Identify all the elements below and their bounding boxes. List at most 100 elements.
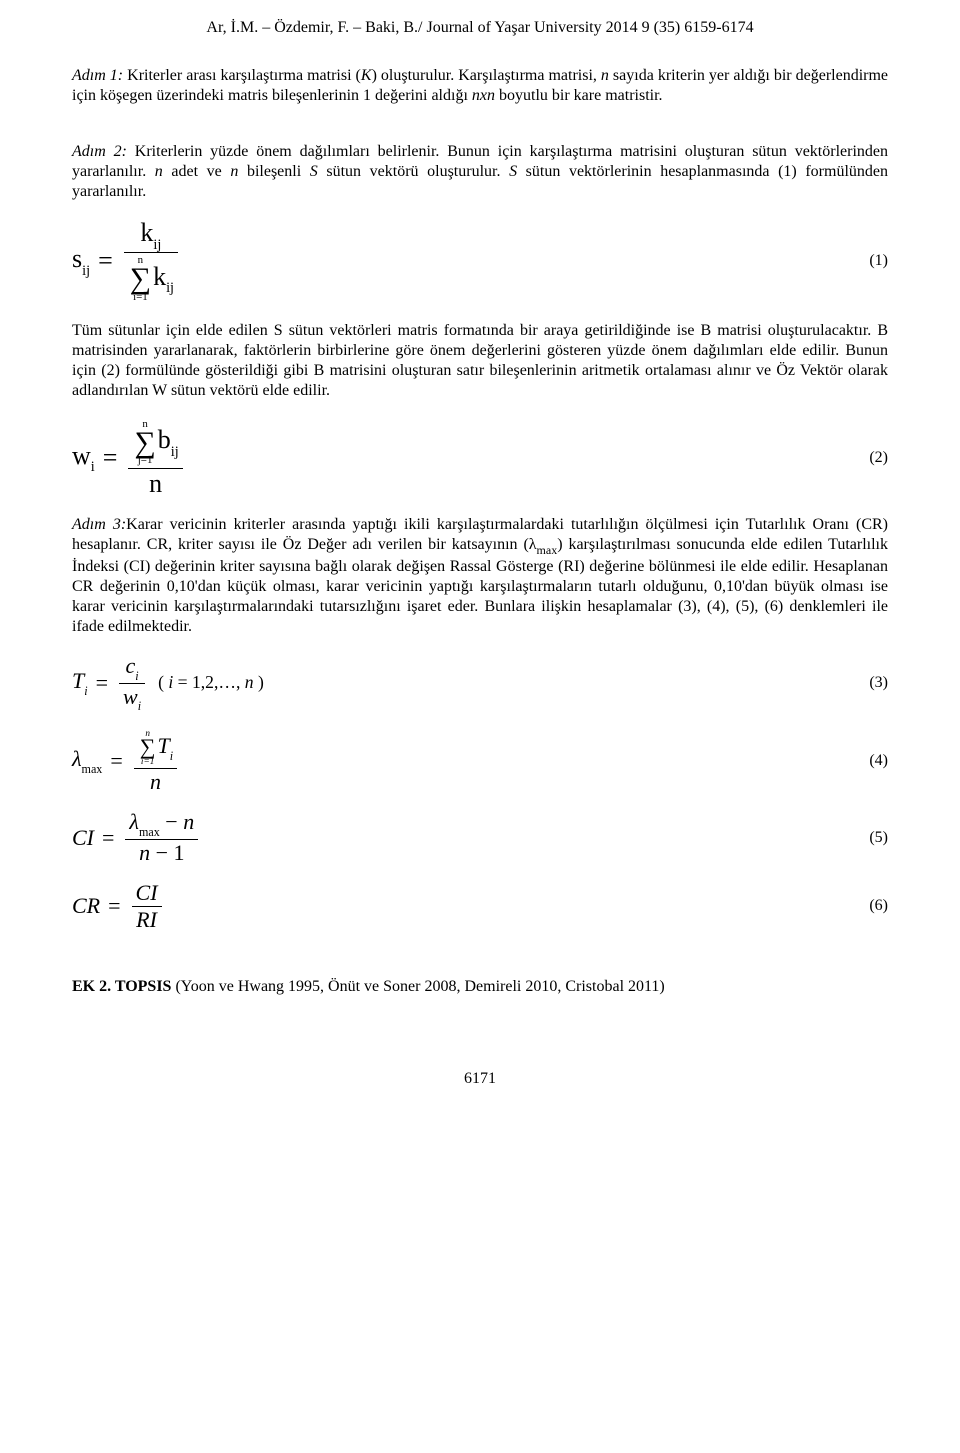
equation-6-row: CR = CI RI (6)	[72, 882, 888, 931]
eq5-num: λmax − n	[125, 811, 198, 836]
eq3-den-sub: i	[138, 699, 141, 713]
equation-1-row: sij = kij n ∑ i=1 kij (1)	[72, 220, 888, 303]
eq5-nb: −	[160, 809, 183, 834]
eq1-den-k: kij	[153, 264, 174, 294]
equation-5-number: (5)	[869, 828, 888, 848]
step1-label: Adım 1:	[72, 67, 123, 84]
eq2-lhs-sub: i	[91, 459, 95, 475]
eq4-frac: n ∑ i=1 Ti n	[134, 729, 177, 793]
eq1-sigma: n ∑ i=1	[130, 255, 151, 302]
eq6-frac: CI RI	[132, 882, 162, 931]
eq1-num-sub: ij	[153, 237, 161, 253]
p2-t2: adet ve	[163, 163, 231, 180]
ek-bold: EK 2. TOPSIS	[72, 978, 175, 995]
eq3-frac: ci wi	[119, 655, 145, 711]
eq2-lhs-base: w	[72, 441, 91, 470]
p2-S2: S	[509, 163, 517, 180]
paragraph-step2: Adım 2: Kriterlerin yüzde önem dağılımla…	[72, 142, 888, 202]
eq4-lhs: λmax	[72, 748, 102, 773]
equation-2-number: (2)	[869, 448, 888, 468]
eq4-sum-bot: i=1	[141, 757, 154, 766]
equation-1: sij = kij n ∑ i=1 kij	[72, 220, 181, 303]
eq2-num-b: bij	[158, 427, 179, 457]
eq1-lhs: sij	[72, 246, 90, 276]
eq2-eq: =	[103, 445, 118, 471]
p2-n1: n	[155, 163, 163, 180]
p2-t3: bileşenli	[238, 163, 309, 180]
sigma-icon: ∑	[130, 266, 151, 291]
eq5-nc: n	[183, 809, 194, 834]
equation-3-number: (3)	[869, 673, 888, 693]
eq4-den: n	[146, 771, 165, 793]
eq3-lhs-sub: i	[84, 684, 87, 698]
eq1-num-base: k	[140, 218, 153, 247]
eq5-lhs: CI	[72, 827, 94, 849]
p1-t1: Kriterler arası karşılaştırma matrisi (	[123, 67, 361, 84]
p1-t2: ) oluşturulur. Karşılaştırma matrisi,	[372, 67, 601, 84]
eq4-lhs-sub: max	[82, 762, 103, 776]
step3-label: Adım 3:	[72, 516, 126, 533]
eq3-eq: =	[96, 672, 108, 694]
eq3-tc: = 1,2,…,	[173, 672, 245, 692]
p4-max: max	[537, 543, 558, 557]
eq2-sum-bot: j=1	[138, 455, 153, 466]
equation-4-number: (4)	[869, 751, 888, 771]
equation-2-row: wi = n ∑ j=1 bij n (2)	[72, 419, 888, 497]
eq1-bar	[124, 252, 178, 253]
equation-2: wi = n ∑ j=1 bij n	[72, 419, 186, 497]
equation-1-number: (1)	[869, 251, 888, 271]
eq2-sigma: n ∑ j=1	[134, 419, 155, 466]
p1-t4: boyutlu bir kare matristir.	[495, 87, 663, 104]
p1-K: K	[361, 67, 372, 84]
eq5-frac: λmax − n n − 1	[125, 811, 198, 863]
eq3-tail: ( i = 1,2,…, n )	[158, 674, 264, 692]
sigma-icon: ∑	[140, 738, 156, 757]
spacer	[72, 120, 888, 142]
eq2-lhs: wi	[72, 443, 95, 473]
p2-S1: S	[310, 163, 318, 180]
eq4-lhs-base: λ	[72, 746, 82, 771]
eq3-ta: (	[158, 672, 168, 692]
eq3-num-sub: i	[135, 669, 138, 683]
eq6-num: CI	[132, 882, 162, 904]
eq4-num: n ∑ i=1 Ti	[134, 729, 177, 766]
eq1-sum-bot: i=1	[133, 292, 148, 303]
eq5-na: λ	[129, 809, 139, 834]
eq1-den-sub: ij	[166, 280, 174, 296]
paragraph-step1: Adım 1: Kriterler arası karşılaştırma ma…	[72, 66, 888, 106]
p1-nxn: nxn	[472, 87, 495, 104]
eq2-frac: n ∑ j=1 bij n	[128, 419, 182, 497]
eq3-td: n	[245, 672, 254, 692]
appendix-heading: EK 2. TOPSIS (Yoon ve Hwang 1995, Önüt v…	[72, 977, 888, 997]
eq4-num-base: T	[157, 733, 169, 758]
paragraph-after-eq1: Tüm sütunlar için elde edilen S sütun ve…	[72, 321, 888, 401]
equation-6: CR = CI RI	[72, 882, 165, 931]
equation-5-row: CI = λmax − n n − 1 (5)	[72, 811, 888, 863]
eq4-num-sub: i	[170, 749, 173, 763]
eq2-num-base: b	[158, 425, 171, 454]
eq6-eq: =	[108, 895, 120, 917]
eq3-den: wi	[119, 686, 145, 711]
equation-6-number: (6)	[869, 896, 888, 916]
eq3-den-base: w	[123, 684, 138, 709]
eq1-lhs-sub: ij	[82, 263, 90, 279]
eq2-num: n ∑ j=1 bij	[128, 419, 182, 466]
eq5-db: − 1	[150, 840, 184, 865]
eq5-nas: max	[139, 825, 160, 839]
step2-label: Adım 2:	[72, 143, 127, 160]
eq3-num: ci	[122, 655, 143, 680]
eq1-eq: =	[98, 248, 113, 274]
eq3-num-base: c	[126, 653, 136, 678]
p1-n: n	[601, 67, 609, 84]
eq4-num-T: Ti	[157, 735, 173, 760]
equation-3: Ti = ci wi ( i = 1,2,…, n )	[72, 655, 264, 711]
eq4-eq: =	[110, 750, 122, 772]
p2-t4: sütun vektörü oluşturulur.	[318, 163, 509, 180]
eq3-lhs-base: T	[72, 668, 84, 693]
equation-5: CI = λmax − n n − 1	[72, 811, 201, 863]
equation-3-row: Ti = ci wi ( i = 1,2,…, n ) (3)	[72, 655, 888, 711]
eq6-lhs: CR	[72, 895, 100, 917]
eq1-lhs-base: s	[72, 244, 82, 273]
ek-rest: (Yoon ve Hwang 1995, Önüt ve Soner 2008,…	[175, 978, 664, 995]
equation-4: λmax = n ∑ i=1 Ti n	[72, 729, 180, 793]
